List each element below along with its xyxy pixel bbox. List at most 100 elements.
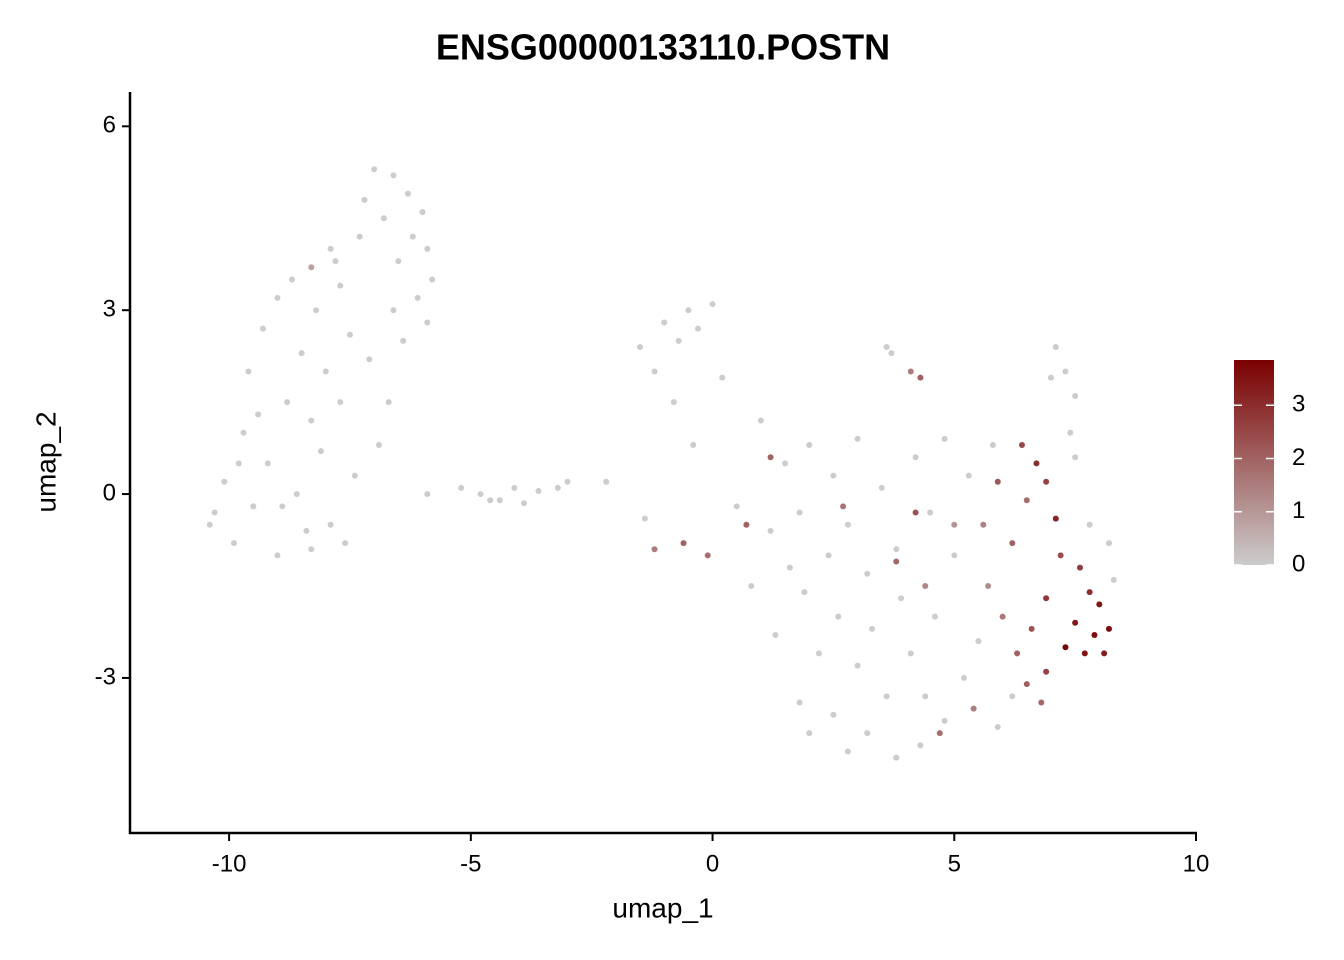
point [337,399,344,406]
point [351,472,358,479]
point [342,540,349,547]
point [994,478,1001,485]
point [371,166,378,173]
point [994,723,1001,730]
point [675,337,682,344]
point [1038,699,1045,706]
point [999,613,1006,620]
point [274,552,281,559]
y-tick-label: 6 [103,112,116,139]
point [274,294,281,301]
point [695,325,702,332]
point [796,699,803,706]
point [554,484,561,491]
point [511,484,518,491]
point [564,478,571,485]
point [888,350,895,357]
point [893,754,900,761]
point [404,190,411,197]
point [757,417,764,424]
y-tick-label: -3 [95,663,116,690]
chart-title: ENSG00000133110.POSTN [436,27,890,68]
point [801,589,808,596]
point [1023,497,1030,504]
point [308,546,315,553]
point [960,674,967,681]
point [211,509,218,516]
point [424,319,431,326]
point [1062,368,1069,375]
point [651,546,658,553]
point [366,356,373,363]
point [670,399,677,406]
point [709,301,716,308]
point [293,491,300,498]
point [1072,454,1079,461]
point [796,509,803,516]
point [989,442,996,449]
point [1062,644,1069,651]
point [680,540,687,547]
point [409,233,416,240]
point [1072,393,1079,399]
point [1052,515,1059,522]
point [1105,625,1112,632]
point [806,730,813,737]
point [356,233,363,240]
point [869,625,876,632]
colorbar-label: 0 [1292,550,1305,577]
point [390,307,397,314]
point [840,503,847,510]
x-tick-label: 5 [948,850,961,877]
point [941,717,948,724]
point [477,491,484,498]
point [424,491,431,498]
point [1096,601,1103,608]
point [487,497,494,504]
point [641,515,648,522]
point [1009,540,1016,547]
point [390,172,397,179]
point [690,442,697,449]
point [603,478,610,485]
point [898,595,905,602]
point [767,527,774,534]
point [878,484,885,491]
point [235,460,242,467]
point [327,245,334,252]
point [1047,374,1054,381]
point [259,325,266,332]
point [719,374,726,381]
point [255,411,262,418]
point [786,564,793,571]
point [1081,650,1088,657]
point [1086,589,1093,596]
point [1072,619,1079,626]
point [743,521,750,528]
point [337,282,344,289]
point [907,368,914,375]
x-tick-label: -10 [212,850,247,877]
point [230,540,237,547]
point [1057,552,1064,559]
colorbar-label: 3 [1292,391,1305,418]
point [385,399,392,406]
point [279,503,286,510]
point [951,521,958,528]
point [936,730,943,737]
point [1043,668,1050,675]
point [1043,595,1050,602]
point [883,343,890,350]
point [835,613,842,620]
point [317,448,324,455]
point [1033,460,1040,467]
point [985,583,992,589]
point [893,546,900,553]
point [912,454,919,461]
point [458,484,465,491]
point [854,662,861,669]
point [308,417,315,424]
point [748,583,755,589]
point [912,509,919,516]
